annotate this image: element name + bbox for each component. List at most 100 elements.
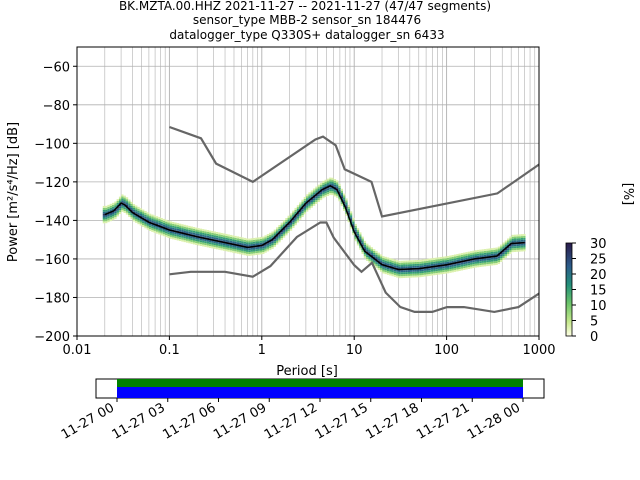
heatmap-cell bbox=[111, 212, 115, 215]
heatmap-cell bbox=[479, 263, 482, 266]
heatmap-cell bbox=[116, 206, 119, 209]
heatmap-cell bbox=[211, 231, 214, 233]
y-tick-label: −100 bbox=[34, 137, 70, 152]
heatmap-cell bbox=[342, 197, 346, 200]
heatmap-cell bbox=[412, 262, 415, 265]
heatmap-cell bbox=[389, 263, 392, 266]
heatmap-cell bbox=[296, 212, 300, 215]
heatmap-cell bbox=[470, 264, 473, 267]
heatmap-cell bbox=[345, 206, 348, 209]
heatmap-cell bbox=[409, 262, 413, 265]
heatmap-cell bbox=[255, 239, 258, 242]
heatmap-cell bbox=[463, 254, 466, 257]
heatmap-cell bbox=[169, 221, 173, 224]
heatmap-cell bbox=[361, 238, 364, 241]
heatmap-cell bbox=[257, 246, 260, 249]
heatmap-cell bbox=[183, 240, 186, 243]
heatmap-cell bbox=[137, 218, 140, 221]
heatmap-cell bbox=[188, 239, 191, 242]
heatmap-cell bbox=[299, 206, 302, 209]
heatmap-cell bbox=[361, 252, 364, 254]
heatmap-cell bbox=[384, 262, 387, 265]
heatmap-cell bbox=[118, 212, 122, 215]
heatmap-cell bbox=[153, 226, 156, 229]
heatmap-cell bbox=[476, 259, 480, 262]
colorbar-tick-label: 30 bbox=[590, 237, 607, 252]
heatmap-cell bbox=[342, 193, 346, 196]
heatmap-cell bbox=[213, 246, 216, 249]
heatmap-cell bbox=[135, 205, 138, 208]
heatmap-cell bbox=[331, 191, 334, 194]
heatmap-cell bbox=[202, 244, 205, 247]
heatmap-cell bbox=[444, 269, 447, 272]
heatmap-cell bbox=[292, 220, 295, 223]
heatmap-cell bbox=[188, 227, 191, 230]
heatmap-cell bbox=[155, 231, 159, 234]
heatmap-cell bbox=[289, 222, 293, 225]
heatmap-cell bbox=[481, 255, 484, 258]
heatmap-cell bbox=[386, 269, 390, 271]
heatmap-cell bbox=[516, 247, 519, 250]
heatmap-cell bbox=[403, 260, 406, 263]
heatmap-cell bbox=[114, 205, 117, 208]
heatmap-cell bbox=[509, 251, 512, 254]
heatmap-cell bbox=[393, 265, 397, 268]
heatmap-cell bbox=[151, 214, 154, 217]
heatmap-cell bbox=[391, 264, 394, 267]
heatmap-cell bbox=[155, 220, 159, 223]
heatmap-cell bbox=[215, 245, 219, 248]
heatmap-cell bbox=[384, 266, 387, 269]
heatmap-cell bbox=[139, 208, 143, 211]
heatmap-cell bbox=[460, 258, 464, 261]
heatmap-cell bbox=[361, 242, 364, 245]
heatmap-cell bbox=[393, 261, 397, 264]
heatmap-cell bbox=[405, 264, 408, 267]
heatmap-cell bbox=[419, 271, 422, 274]
heatmap-cell bbox=[366, 257, 369, 260]
heatmap-cell bbox=[178, 237, 182, 240]
heatmap-cell bbox=[465, 263, 468, 266]
heatmap-cell bbox=[303, 212, 307, 215]
heatmap-cell bbox=[269, 234, 272, 237]
heatmap-cell bbox=[139, 210, 143, 213]
heatmap-cell bbox=[359, 234, 362, 237]
heatmap-cell bbox=[183, 238, 186, 241]
heatmap-cell bbox=[472, 266, 475, 269]
heatmap-cell bbox=[190, 239, 193, 242]
heatmap-cell bbox=[178, 227, 182, 230]
heatmap-cell bbox=[301, 213, 304, 216]
heatmap-cell bbox=[497, 260, 501, 263]
heatmap-cell bbox=[312, 203, 316, 206]
heatmap-cell bbox=[259, 240, 263, 243]
heatmap-cell bbox=[146, 225, 149, 228]
heatmap-cell bbox=[516, 240, 519, 243]
heatmap-cell bbox=[312, 200, 316, 203]
heatmap-cell bbox=[319, 198, 323, 201]
heatmap-cell bbox=[181, 239, 184, 242]
heatmap-cell bbox=[502, 242, 505, 245]
heatmap-cell bbox=[123, 209, 126, 212]
heatmap-cell bbox=[225, 235, 228, 238]
heatmap-cell bbox=[234, 251, 237, 254]
heatmap-cell bbox=[428, 260, 431, 263]
heatmap-cell bbox=[135, 217, 138, 219]
heatmap-cell bbox=[481, 253, 484, 256]
heatmap-cell bbox=[125, 199, 129, 202]
heatmap-cell bbox=[111, 214, 115, 217]
heatmap-cell bbox=[132, 209, 136, 212]
heatmap-cell bbox=[178, 239, 182, 242]
heatmap-cell bbox=[333, 194, 337, 197]
heatmap-cell bbox=[507, 248, 510, 251]
heatmap-cell bbox=[232, 239, 235, 242]
heatmap-cell bbox=[199, 228, 203, 231]
heatmap-cell bbox=[225, 247, 228, 250]
heatmap-cell bbox=[185, 227, 189, 230]
heatmap-cell bbox=[282, 231, 286, 234]
heatmap-cell bbox=[345, 200, 348, 203]
heatmap-cell bbox=[363, 240, 367, 243]
heatmap-cell bbox=[403, 266, 406, 269]
heatmap-cell bbox=[363, 254, 367, 257]
heatmap-cell bbox=[345, 204, 348, 207]
heatmap-cell bbox=[172, 231, 175, 234]
